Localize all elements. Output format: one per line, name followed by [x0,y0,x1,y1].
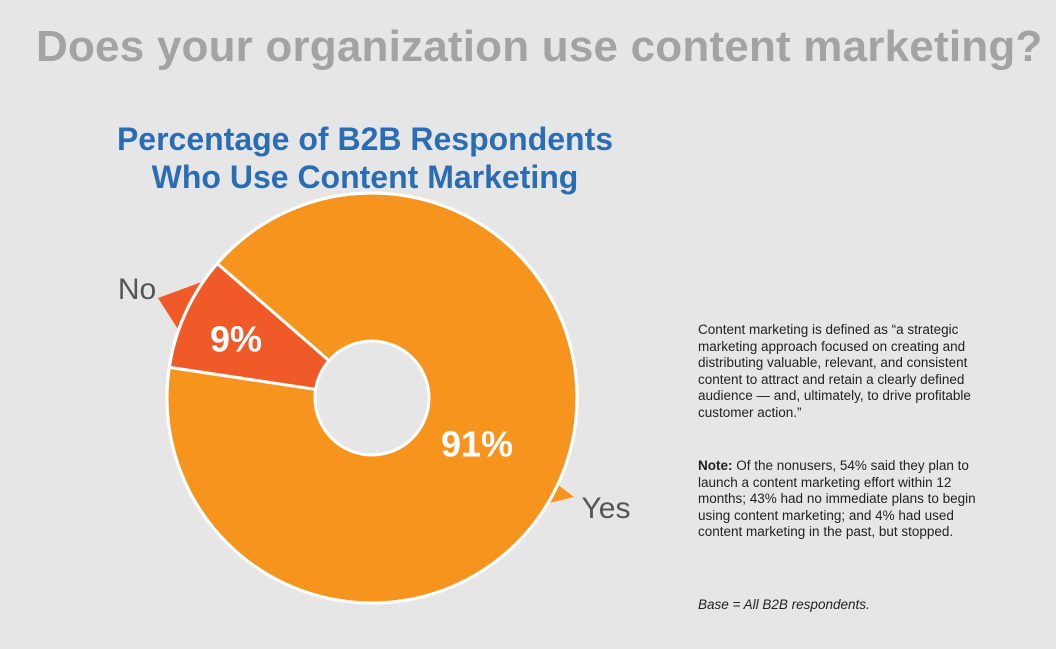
base-note: Base = All B2B respondents. [698,597,870,612]
category-label: Yes [582,492,631,525]
category-label: No [118,273,156,306]
definition: Content marketing is defined as “a strat… [698,322,971,420]
value-label: 9% [210,319,262,360]
pie-outline [165,191,579,605]
note-label: Note: [698,458,733,473]
value-label: 91% [441,424,513,465]
chart-title: Percentage of B2B Respondents Who Use Co… [116,121,614,195]
donut-hole [313,339,431,457]
note-text: Of the nonusers, 54% said they plan to l… [698,458,976,539]
page-heading: Does your organization use content marke… [36,22,1043,71]
note: Note: Of the nonusers, 54% said they pla… [698,458,978,541]
